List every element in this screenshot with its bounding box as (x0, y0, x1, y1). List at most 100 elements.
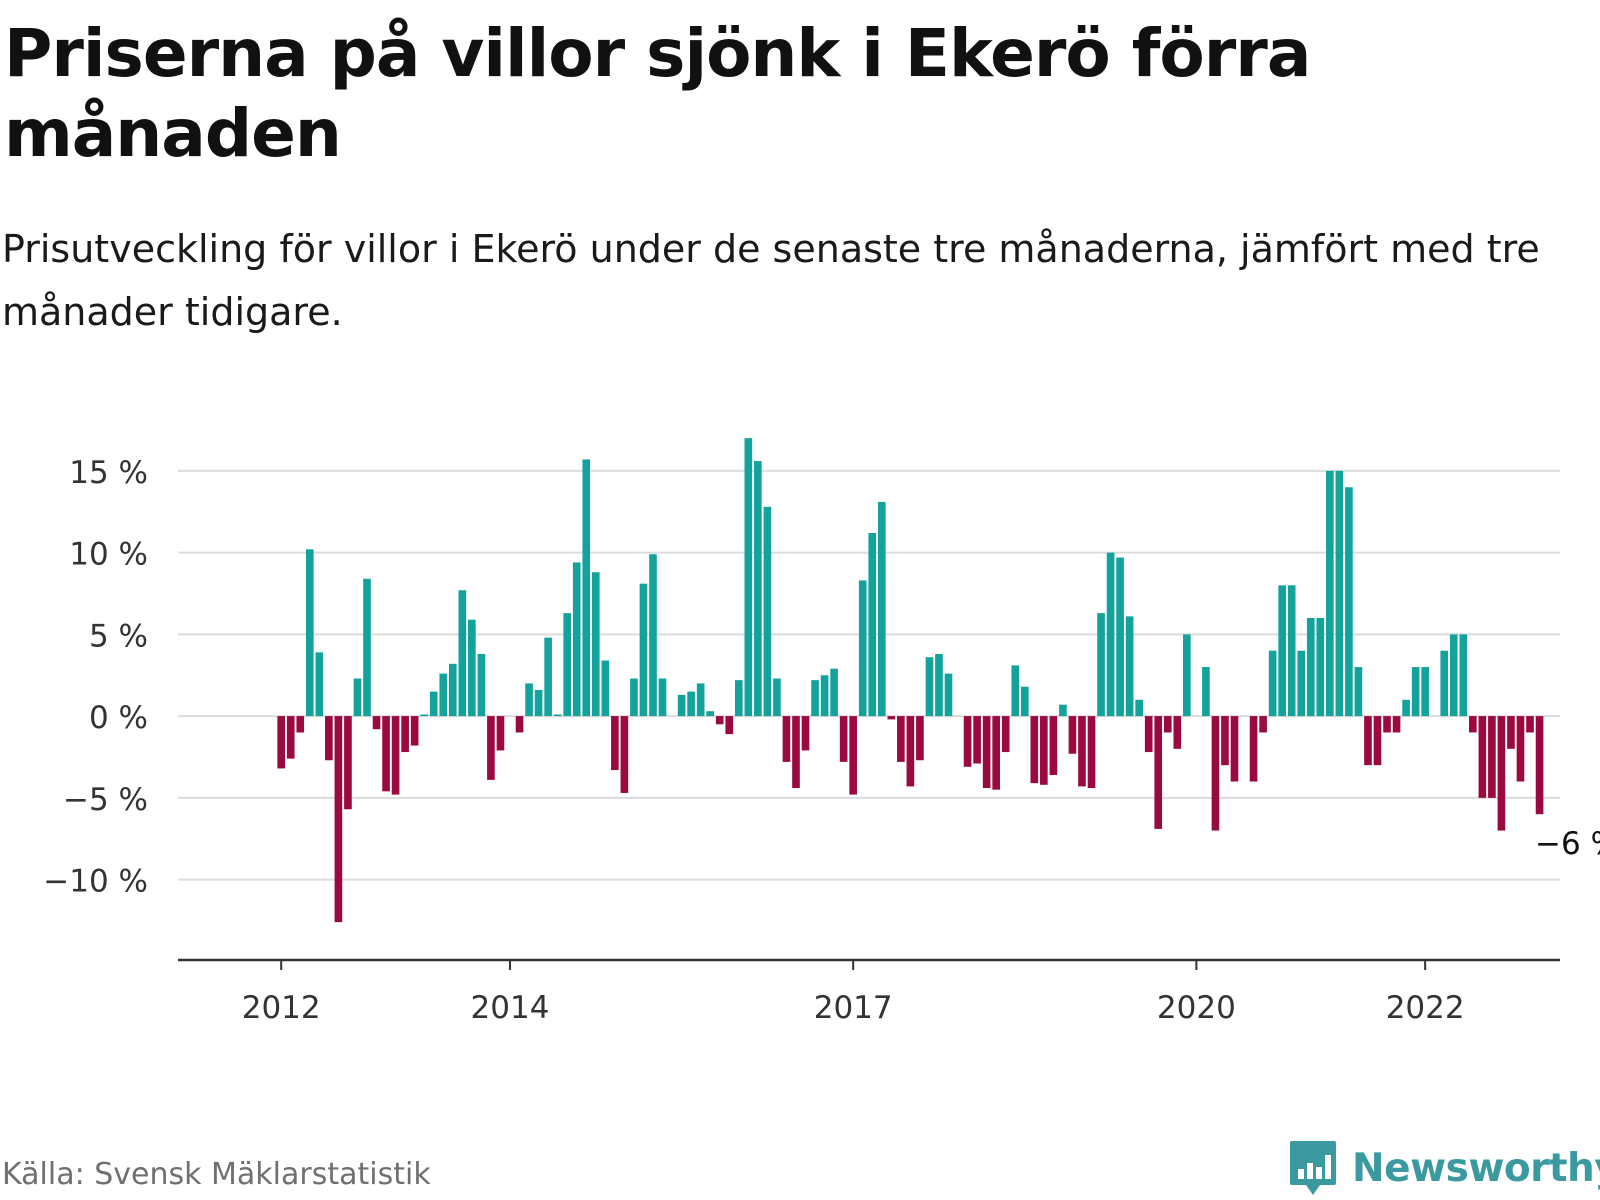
bar (382, 716, 390, 792)
bar (1154, 716, 1163, 829)
bar (1526, 716, 1534, 733)
bar (591, 572, 600, 717)
bar (1402, 699, 1410, 717)
bar (630, 678, 638, 717)
bar (448, 663, 457, 717)
bar (1507, 716, 1515, 749)
bar (296, 716, 305, 733)
bar (1440, 650, 1449, 717)
bar (477, 653, 486, 717)
y-tick-label: 5 % (89, 618, 148, 654)
bar (325, 716, 333, 761)
chart-subtitle: Prisutveckling för villor i Ekerö under … (2, 227, 1540, 334)
bar-chart-logo-icon (1290, 1141, 1336, 1195)
bar (1364, 716, 1372, 766)
bar (858, 580, 867, 717)
bar (1354, 667, 1363, 717)
bar (515, 716, 524, 733)
bar (420, 714, 429, 717)
bar (944, 673, 953, 717)
x-tick-label: 2022 (1386, 990, 1465, 1026)
bar (1268, 650, 1277, 717)
x-tick-label: 2017 (814, 990, 893, 1026)
y-tick-label: 0 % (89, 700, 148, 736)
bar (1001, 716, 1010, 753)
bar (677, 694, 686, 717)
x-tick-label: 2020 (1157, 990, 1236, 1026)
chart-title: Priserna på villor sjönk i Ekerö förra m… (4, 15, 1311, 172)
bar (1421, 667, 1429, 717)
x-tick-label: 2014 (471, 990, 550, 1026)
newsworthy-logo[interactable]: Newsworthy (1288, 1138, 1600, 1198)
bar (811, 680, 819, 717)
bar (344, 716, 352, 810)
bar (544, 637, 552, 717)
bar (410, 716, 419, 746)
y-tick-label: 10 % (69, 537, 148, 573)
bar (611, 716, 619, 771)
bar (1392, 716, 1401, 733)
bar (1011, 665, 1020, 717)
bar (1316, 618, 1325, 717)
bar (925, 657, 934, 717)
bar (725, 716, 734, 735)
bar (744, 438, 753, 717)
bar (1345, 487, 1353, 717)
bar (877, 501, 886, 717)
bar (1306, 618, 1315, 717)
bar (696, 683, 705, 717)
bar (916, 716, 924, 761)
bar (563, 613, 571, 717)
x-tick-label: 2012 (242, 990, 321, 1026)
bar (429, 691, 438, 717)
bar (1049, 716, 1058, 775)
y-tick-label: −10 % (43, 864, 148, 900)
bar (439, 673, 448, 717)
brand-name: Newsworthy (1352, 1145, 1600, 1191)
bar (706, 711, 714, 717)
bar (658, 678, 667, 717)
bar (801, 716, 810, 751)
bar (1068, 716, 1077, 754)
bar (639, 583, 648, 717)
bar (754, 461, 762, 717)
y-tick-label: −5 % (63, 782, 148, 818)
bar (1287, 585, 1296, 717)
bar (820, 675, 829, 717)
bar (620, 716, 629, 793)
bar (1163, 716, 1172, 733)
bar (391, 716, 400, 795)
source-note: Källa: Svensk Mäklarstatistik (2, 1157, 431, 1192)
bar (305, 549, 314, 717)
bar (734, 680, 743, 717)
bar (849, 716, 857, 795)
bar (1221, 716, 1229, 766)
bar (1135, 699, 1143, 717)
bar (1383, 716, 1391, 733)
x-axis: 2012 2014 2017 2020 2022 (178, 958, 1560, 1026)
bar (1144, 716, 1153, 753)
bar (1173, 716, 1182, 749)
bar (534, 689, 543, 717)
bar (601, 660, 610, 717)
y-tick-label: 15 % (69, 455, 148, 491)
bar (906, 716, 915, 787)
bar (1469, 716, 1477, 733)
bar (458, 590, 467, 717)
bar (982, 716, 991, 789)
bar (572, 562, 581, 717)
bar (487, 716, 495, 780)
last-value-label: −6 % (1535, 826, 1600, 862)
bar (1335, 470, 1344, 717)
bar (1535, 716, 1544, 815)
bar (1449, 634, 1458, 717)
bar (992, 716, 1000, 790)
bar (525, 683, 533, 717)
bar (468, 619, 476, 717)
bar (1326, 470, 1334, 717)
bar (277, 716, 286, 769)
bar (1259, 716, 1267, 733)
bar (897, 716, 905, 762)
bar (1125, 616, 1134, 717)
bar (1459, 634, 1468, 717)
